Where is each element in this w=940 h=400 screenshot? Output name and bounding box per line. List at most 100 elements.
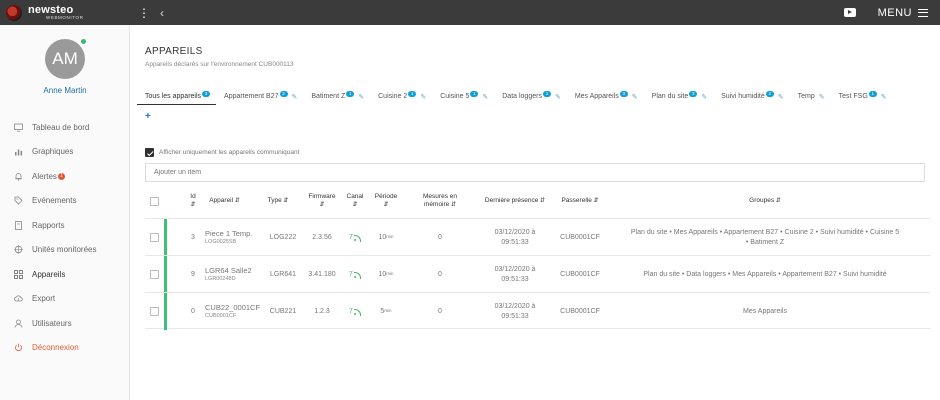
only-communicating-checkbox[interactable] xyxy=(145,148,154,157)
tab-count-badge: 3 xyxy=(689,91,698,97)
group-tabs: Tous les appareils 3 Appartement B27 2 ✎… xyxy=(137,88,893,105)
tab-appartement-b27[interactable]: Appartement B27 2 ✎ xyxy=(224,91,298,101)
device-name: CUB22_0001CF xyxy=(205,302,261,312)
cell-firmware: 1.2.3 xyxy=(314,307,330,315)
cell-id: 3 xyxy=(191,233,195,241)
bar-chart-icon xyxy=(14,147,23,156)
pencil-icon[interactable]: ✎ xyxy=(777,93,784,101)
signal-icon xyxy=(353,234,361,242)
tab-temp[interactable]: Temp ✎ xyxy=(797,93,825,101)
column-header-type[interactable]: Type ⇵ xyxy=(267,197,289,205)
column-header-appareil[interactable]: Appareil ⇵ xyxy=(209,197,240,205)
row-checkbox[interactable] xyxy=(149,307,159,316)
column-header-mesures-en-memoire[interactable]: Mesures en mémoire ⇵ xyxy=(423,192,457,209)
column-header-derniere-presence[interactable]: Dernière présence ⇵ xyxy=(484,197,546,205)
grid-icon xyxy=(14,269,23,279)
pencil-icon[interactable]: ✎ xyxy=(482,93,489,101)
table-row[interactable]: 9 LGR64 Salle2 LGR00248D LGR641 3.41.180… xyxy=(145,255,930,293)
tab-data-loggers[interactable]: Data loggers 1 ✎ xyxy=(502,91,561,101)
row-checkbox-cell[interactable] xyxy=(148,256,160,293)
tab-count-badge: 1 xyxy=(408,91,417,97)
sidebar-item-alertes[interactable]: Alertes 1 xyxy=(14,164,96,189)
video-icon[interactable] xyxy=(843,8,856,17)
column-header-passerelle[interactable]: Passerelle ⇵ xyxy=(561,197,599,205)
status-bar xyxy=(164,293,167,330)
more-vertical-icon[interactable]: ⋮ xyxy=(138,5,150,20)
sidebar-item-rapports[interactable]: Rapports xyxy=(14,213,96,238)
sidebar: AM Anne Martin Tableau de bord Graphique… xyxy=(0,25,130,400)
add-tab-button[interactable]: + xyxy=(145,111,151,122)
pencil-icon[interactable]: ✎ xyxy=(818,93,825,101)
page-subtitle: Appareils déclarés sur l'environnement C… xyxy=(145,61,294,68)
tab-cuisine-5[interactable]: Cuisine 5 1 ✎ xyxy=(440,91,489,101)
sidebar-item-utilisateurs[interactable]: Utilisateurs xyxy=(14,311,96,336)
device-serial: CUB0001CF xyxy=(205,312,237,319)
pencil-icon[interactable]: ✎ xyxy=(554,93,561,101)
avatar[interactable]: AM xyxy=(45,39,85,79)
sort-icon: ⇵ xyxy=(449,202,456,209)
cell-last-seen: 03/12/2020 à 09:51:33 xyxy=(494,266,536,283)
pencil-icon[interactable]: ✎ xyxy=(420,93,427,101)
cell-firmware: 2.3.56 xyxy=(312,233,332,241)
table-row[interactable]: 3 Piece 1 Temp. LOG0025SB LOG222 2.3.56 … xyxy=(145,218,930,256)
row-checkbox-cell[interactable] xyxy=(148,293,160,330)
select-all-checkbox-cell[interactable] xyxy=(148,185,160,218)
tab-count-badge: 1 xyxy=(346,91,355,97)
cloud-upload-icon xyxy=(14,294,23,303)
tag-icon xyxy=(14,196,23,205)
sidebar-item-tableau-de-bord[interactable]: Tableau de bord xyxy=(14,115,96,140)
sort-icon: ⇵ xyxy=(591,197,599,204)
only-communicating-filter[interactable]: Afficher uniquement les appareils commun… xyxy=(145,148,299,157)
tab-mes-appareils[interactable]: Mes Appareils 3 ✎ xyxy=(574,91,638,101)
column-header-id[interactable]: Id ⇵ xyxy=(190,193,196,208)
tab-suivi-humidite[interactable]: Suivi humidité 2 ✎ xyxy=(721,91,784,101)
sidebar-item-export[interactable]: Export xyxy=(14,287,96,312)
tab-batiment-z[interactable]: Batiment Z 1 ✎ xyxy=(311,91,365,101)
status-bar xyxy=(164,256,167,293)
user-icon xyxy=(14,319,23,328)
sidebar-item-appareils[interactable]: Appareils xyxy=(14,262,96,287)
pencil-icon[interactable]: ✎ xyxy=(291,93,298,101)
row-checkbox-cell[interactable] xyxy=(148,219,160,256)
pencil-icon[interactable]: ✎ xyxy=(358,93,365,101)
table-row[interactable]: 0 CUB22_0001CF CUB0001CF CUB221 1.2.3 7 … xyxy=(145,292,930,330)
menu-button[interactable]: MENU xyxy=(877,6,912,19)
row-checkbox[interactable] xyxy=(149,233,159,242)
tab-tous-les-appareils[interactable]: Tous les appareils 3 xyxy=(137,88,217,105)
sidebar-item-evenements[interactable]: Evénements xyxy=(14,189,96,214)
sidebar-item-deconnexion[interactable]: Déconnexion xyxy=(14,336,96,361)
brand-name: newsteo xyxy=(28,3,74,16)
column-header-groupes[interactable]: Groupes ⇵ xyxy=(749,197,781,205)
pencil-icon[interactable]: ✎ xyxy=(880,93,887,101)
row-checkbox[interactable] xyxy=(149,270,159,279)
pencil-icon[interactable]: ✎ xyxy=(701,93,708,101)
cell-firmware: 3.41.180 xyxy=(308,270,336,278)
add-item-input[interactable] xyxy=(145,163,925,182)
cell-type: LOG222 xyxy=(269,233,297,241)
table-header: Id ⇵ Appareil ⇵ Type ⇵ Firmware ⇵ Canal ⇵ P… xyxy=(145,185,930,218)
cell-period: 5 min xyxy=(380,307,392,315)
cell-device: Piece 1 Temp. LOG0025SB xyxy=(205,219,267,256)
column-header-firmware[interactable]: Firmware ⇵ xyxy=(308,193,336,208)
tab-test-fsg[interactable]: Test FSG 1 ✎ xyxy=(838,91,887,101)
cell-measures: 0 xyxy=(438,233,442,241)
cell-device: LGR64 Salle2 LGR00248D xyxy=(205,256,267,293)
hamburger-icon[interactable] xyxy=(918,8,928,17)
cell-groups: Mes Appareils xyxy=(743,307,787,315)
tab-plan-du-site[interactable]: Plan du site 3 ✎ xyxy=(651,91,708,101)
cell-type: LGR641 xyxy=(269,270,297,278)
user-name[interactable]: Anne Martin xyxy=(43,86,87,95)
pencil-icon[interactable]: ✎ xyxy=(631,93,638,101)
sidebar-item-graphiques[interactable]: Graphiques xyxy=(14,140,96,165)
tab-cuisine-2[interactable]: Cuisine 2 1 ✎ xyxy=(378,91,427,101)
column-header-canal[interactable]: Canal ⇵ xyxy=(346,193,364,208)
chevron-left-icon[interactable]: ‹ xyxy=(160,5,164,20)
brand-logo[interactable]: newsteo WEBMONITOR xyxy=(0,0,130,25)
select-all-checkbox[interactable] xyxy=(149,197,159,206)
column-header-periode[interactable]: Période ⇵ xyxy=(374,193,398,208)
status-bar xyxy=(164,219,167,256)
sidebar-item-unites-monitorees[interactable]: Unités monitorées xyxy=(14,238,96,263)
tab-count-badge: 1 xyxy=(868,91,877,97)
cell-last-seen: 03/12/2020 à 09:51:33 xyxy=(494,303,536,320)
cell-channel: 7 xyxy=(343,219,367,256)
